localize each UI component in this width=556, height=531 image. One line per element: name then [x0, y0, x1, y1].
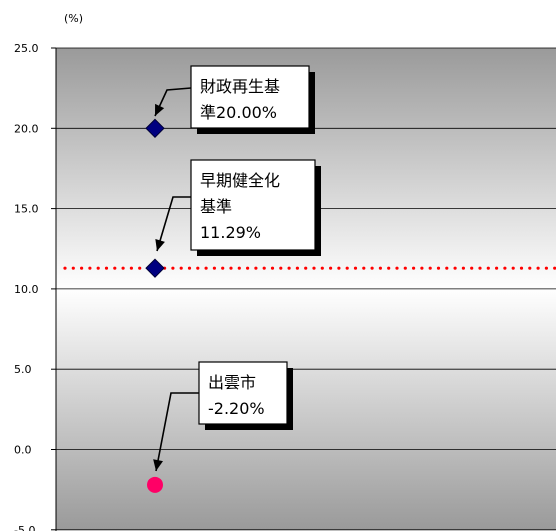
y-tick-label: 10.0 [14, 283, 39, 296]
point-marker [145, 258, 165, 278]
callout-label: 財政再生基準20.00% [200, 77, 280, 122]
callout-label: 早期健全化基準 11.29% [200, 171, 280, 242]
leader-line [155, 392, 199, 472]
callout-box [198, 361, 288, 425]
arrowhead [155, 103, 165, 116]
callout: 出雲市-2.20% [153, 361, 293, 472]
y-tick-label: 5.0 [14, 363, 32, 376]
data-points [145, 118, 165, 493]
y-tick-label: 15.0 [14, 203, 39, 216]
point-marker [145, 118, 165, 139]
y-tick-label: 25.0 [14, 42, 39, 55]
callout: 財政再生基準20.00% [154, 65, 315, 134]
arrowhead [155, 239, 165, 251]
point-marker [147, 476, 163, 493]
y-axis-ticks: 25.0 20.0 15.0 10.0 5.0 0.0 -5.0 [14, 42, 56, 531]
callout: 早期健全化基準 11.29% [155, 159, 321, 256]
y-tick-label: 0.0 [14, 444, 32, 457]
callouts: 財政再生基準20.00% 早期健全化基準 11.29% 出雲市-2.20% [153, 65, 321, 472]
arrowhead [153, 459, 163, 471]
y-tick-label: -5.0 [14, 524, 35, 531]
leader-line [156, 196, 191, 252]
y-tick-label: 20.0 [14, 122, 39, 135]
callout-box [190, 159, 316, 251]
callout-box [190, 65, 310, 129]
callout-label: 出雲市-2.20% [208, 373, 265, 418]
y-unit-label: (%) [64, 12, 83, 25]
